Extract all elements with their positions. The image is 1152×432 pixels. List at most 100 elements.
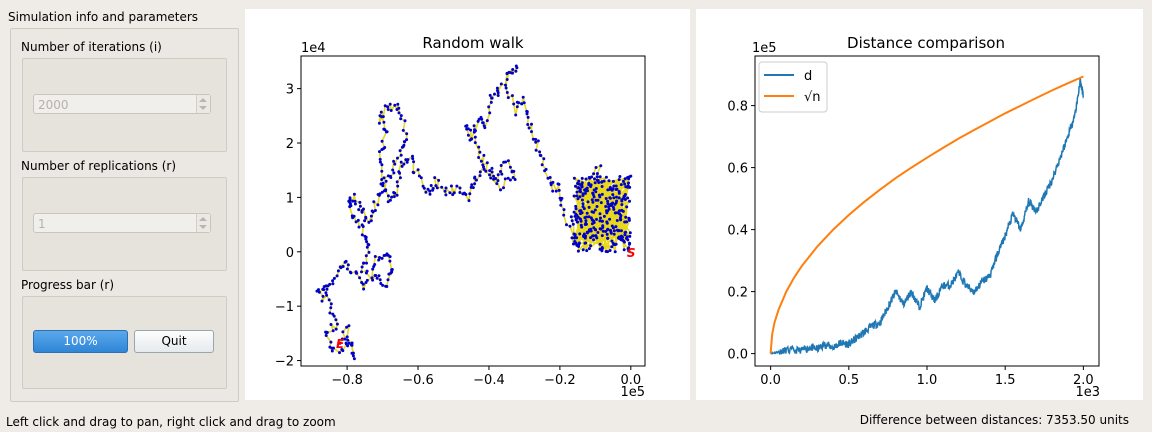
chevron-down-icon[interactable]	[199, 106, 207, 110]
random-walk-point	[614, 188, 618, 191]
random-walk-point	[335, 274, 339, 278]
random-walk-x-tick-label: 0.0	[620, 373, 641, 388]
random-walk-point	[380, 139, 384, 143]
random-walk-point	[610, 224, 614, 228]
series-d-line	[770, 78, 1085, 356]
random-walk-point	[622, 240, 626, 244]
random-walk-point	[468, 192, 472, 196]
random-walk-point	[364, 254, 368, 258]
random-walk-point	[392, 171, 396, 175]
random-walk-point	[466, 133, 470, 137]
random-walk-point	[386, 108, 390, 111]
random-walk-point	[508, 165, 512, 169]
distance-comparison-plot[interactable]: 0.0 0.5 1.0 1.5 2.0 0.0 0.2 0.4 0.6 0.8 Distance …	[696, 9, 1143, 400]
random-walk-point	[357, 208, 361, 212]
random-walk-point	[360, 265, 364, 269]
random-walk-point	[608, 196, 612, 200]
random-walk-point	[571, 222, 575, 226]
chevron-down-icon[interactable]	[199, 225, 207, 229]
random-walk-chart[interactable]: −0.8 −0.6 −0.4 −0.2 0.0 −2 −1 0 1 2 3 S E Random wa…	[245, 9, 690, 400]
distance-comparison-chart[interactable]: 0.0 0.5 1.0 1.5 2.0 0.0 0.2 0.4 0.6 0.8 Distance …	[696, 9, 1143, 400]
random-walk-point	[558, 196, 562, 200]
random-walk-point	[361, 225, 365, 228]
random-walk-point	[610, 203, 614, 207]
random-walk-point	[411, 157, 415, 161]
random-walk-point	[378, 150, 381, 154]
random-walk-point	[554, 189, 558, 193]
distance-y-tick-label: 0.8	[727, 100, 748, 115]
random-walk-point	[580, 184, 584, 188]
random-walk-point	[325, 287, 329, 291]
replications-stepper[interactable]	[196, 214, 210, 232]
random-walk-point	[628, 231, 632, 235]
random-walk-point	[478, 174, 482, 178]
random-walk-y-tick-label: −2	[275, 355, 294, 370]
random-walk-point	[329, 340, 333, 344]
random-walk-point	[542, 157, 546, 161]
random-walk-point	[345, 267, 349, 271]
random-walk-point	[398, 171, 402, 175]
random-walk-point	[585, 230, 589, 234]
random-walk-point	[378, 160, 382, 164]
random-walk-point	[623, 177, 627, 181]
random-walk-point	[391, 168, 395, 172]
random-walk-point	[399, 114, 403, 118]
random-walk-point	[451, 193, 455, 197]
random-walk-point	[591, 200, 595, 204]
random-walk-point	[511, 71, 514, 75]
random-walk-point	[606, 199, 610, 203]
random-walk-point	[364, 281, 368, 284]
random-walk-point	[514, 113, 518, 117]
random-walk-point	[629, 174, 633, 178]
replications-spinbox[interactable]: 1	[33, 213, 211, 233]
iterations-stepper[interactable]	[196, 95, 210, 113]
random-walk-point	[572, 210, 576, 214]
random-walk-point	[587, 247, 591, 251]
random-walk-point	[458, 186, 462, 190]
random-walk-point	[593, 181, 597, 185]
random-walk-point	[502, 186, 505, 190]
random-walk-point	[403, 119, 407, 123]
random-walk-point	[592, 172, 596, 176]
random-walk-point	[362, 261, 366, 265]
random-walk-point	[364, 235, 368, 239]
random-walk-point	[449, 184, 453, 188]
random-walk-point	[382, 120, 386, 124]
random-walk-point	[351, 199, 355, 203]
random-walk-point	[614, 201, 618, 205]
random-walk-point	[597, 193, 601, 197]
random-walk-point	[614, 184, 618, 188]
random-walk-point	[515, 105, 519, 109]
random-walk-point	[499, 82, 503, 86]
random-walk-point	[606, 236, 610, 240]
random-walk-point	[324, 334, 328, 337]
random-walk-point	[405, 132, 409, 136]
iterations-spinbox[interactable]: 2000	[33, 94, 211, 114]
chevron-up-icon[interactable]	[199, 217, 207, 221]
random-walk-point	[325, 293, 329, 297]
sidebar-panel: Simulation info and parameters Number of…	[0, 0, 242, 404]
random-walk-point	[615, 219, 619, 222]
random-walk-point	[534, 137, 538, 141]
random-walk-point	[581, 202, 585, 206]
random-walk-point	[489, 176, 493, 180]
quit-button[interactable]: Quit	[134, 330, 214, 353]
chevron-up-icon[interactable]	[199, 98, 207, 102]
random-walk-point	[477, 156, 481, 159]
random-walk-point	[339, 266, 343, 270]
random-walk-point	[587, 205, 591, 209]
random-walk-point	[345, 335, 349, 339]
random-walk-point	[332, 276, 336, 280]
random-walk-point	[617, 196, 621, 200]
random-walk-point	[562, 213, 566, 217]
random-walk-point	[604, 250, 608, 253]
distance-x-tick-label: 0.5	[838, 373, 859, 388]
random-walk-point	[393, 103, 397, 107]
random-walk-point	[448, 191, 452, 195]
random-walk-point	[346, 338, 350, 342]
legend-label-sqrt-n: √n	[804, 90, 821, 105]
distance-y-tick-label: 0.2	[727, 286, 748, 301]
random-walk-plot[interactable]: −0.8 −0.6 −0.4 −0.2 0.0 −2 −1 0 1 2 3 S E Random wa…	[245, 9, 690, 400]
random-walk-point	[400, 164, 404, 168]
random-walk-point	[624, 185, 628, 189]
